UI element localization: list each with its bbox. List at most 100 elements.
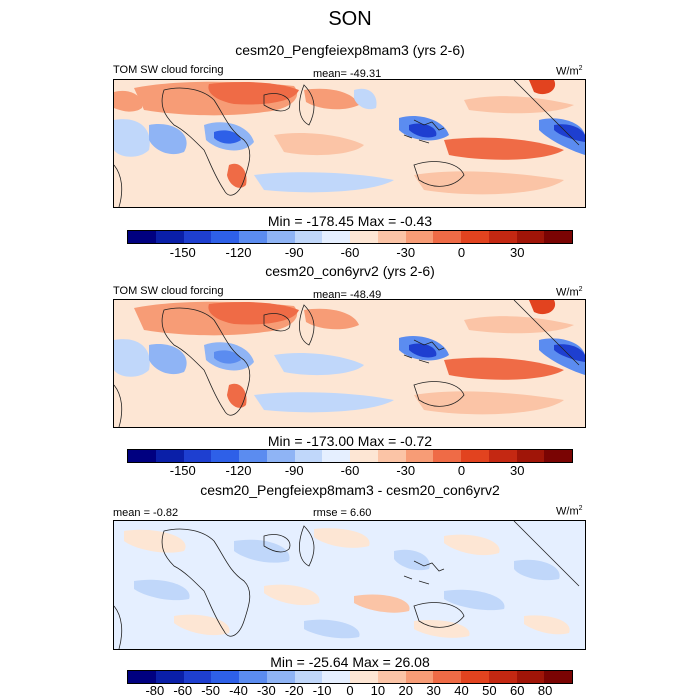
- panel3-rmse-label: rmse = 6.60: [313, 507, 372, 519]
- colorbar-box: [433, 450, 461, 462]
- panel3-mean-label: mean = -0.82: [113, 507, 179, 519]
- colorbar-box: [377, 231, 406, 243]
- colorbar-box: [294, 671, 323, 683]
- colorbar-box: [266, 671, 295, 683]
- panel1-map: [113, 79, 586, 208]
- colorbar-tick-label: -60: [173, 683, 193, 698]
- colorbar-box: [488, 671, 517, 683]
- colorbar-box: [322, 671, 350, 683]
- colorbar-box: [266, 231, 295, 243]
- panel3-colorbar-ticks: -80 -60 -50 -40 -30 -20 -10 0 10 20 30 40 50 60 80: [127, 683, 573, 699]
- colorbar-box: [294, 450, 323, 462]
- colorbar-box: [155, 231, 184, 243]
- colorbar-box: [183, 671, 212, 683]
- panel2-map: [113, 299, 586, 428]
- colorbar-tick-label: 0: [457, 463, 466, 478]
- colorbar-tick-label: -150: [169, 245, 196, 260]
- colorbar-box: [128, 450, 156, 462]
- colorbar-box: [544, 450, 572, 462]
- colorbar-box: [488, 450, 517, 462]
- colorbar-box: [405, 450, 434, 462]
- panel1-colorbar: [127, 230, 573, 244]
- colorbar-box: [294, 231, 323, 243]
- colorbar-tick-label: 30: [510, 245, 525, 260]
- colorbar-tick-label: -30: [396, 463, 416, 478]
- colorbar-tick-label: 60: [510, 683, 525, 698]
- colorbar-box: [544, 671, 572, 683]
- colorbar-tick-label: -120: [225, 463, 252, 478]
- colorbar-tick-label: -30: [256, 683, 276, 698]
- panel2-minmax: Min = -173.00 Max = -0.72: [267, 433, 433, 449]
- panel3-title: cesm20_Pengfeiexp8mam3 - cesm20_con6yrv2: [200, 482, 500, 498]
- colorbar-box: [516, 671, 545, 683]
- colorbar-tick-label: -80: [145, 683, 165, 698]
- colorbar-box: [350, 231, 378, 243]
- colorbar-box: [461, 671, 489, 683]
- colorbar-box: [433, 671, 461, 683]
- colorbar-tick-label: -90: [284, 245, 304, 260]
- colorbar-box: [155, 671, 184, 683]
- colorbar-tick-label: 30: [426, 683, 441, 698]
- colorbar-box: [350, 671, 378, 683]
- colorbar-tick-label: -120: [225, 245, 252, 260]
- panel3-colorbar: [127, 670, 573, 684]
- colorbar-tick-label: -60: [340, 245, 360, 260]
- colorbar-box: [266, 450, 295, 462]
- colorbar-tick-label: -10: [312, 683, 332, 698]
- colorbar-box: [516, 450, 545, 462]
- colorbar-box: [433, 231, 461, 243]
- colorbar-box: [211, 450, 239, 462]
- colorbar-tick-label: -50: [201, 683, 221, 698]
- panel3-minmax: Min = -25.64 Max = 26.08: [270, 654, 430, 670]
- colorbar-tick-label: 10: [370, 683, 386, 698]
- colorbar-tick-label: 30: [510, 463, 525, 478]
- colorbar-tick-label: 40: [454, 683, 469, 698]
- colorbar-box: [488, 231, 517, 243]
- colorbar-box: [377, 450, 406, 462]
- colorbar-box: [350, 450, 378, 462]
- panel1-map-field: [114, 80, 585, 207]
- panel2-map-field: [114, 300, 585, 427]
- colorbar-box: [461, 450, 489, 462]
- panel2-colorbar-ticks: -150 -120 -90 -60 -30 0 30: [127, 463, 573, 479]
- colorbar-tick-label: -90: [284, 463, 304, 478]
- colorbar-box: [128, 671, 156, 683]
- colorbar-box: [516, 231, 545, 243]
- colorbar-box: [155, 450, 184, 462]
- colorbar-tick-label: 0: [346, 683, 354, 698]
- colorbar-box: [377, 671, 406, 683]
- colorbar-tick-label: -150: [169, 463, 196, 478]
- panel2-colorbar: [127, 449, 573, 463]
- colorbar-tick-label: 0: [457, 245, 466, 260]
- panel1-variable-label: TOM SW cloud forcing: [113, 64, 224, 76]
- colorbar-box: [183, 450, 212, 462]
- panel1-units-label: W/m2: [556, 65, 583, 78]
- colorbar-box: [322, 231, 350, 243]
- panel1-mean-label: mean= -49.31: [313, 68, 382, 80]
- panel2-variable-label: TOM SW cloud forcing: [113, 285, 224, 297]
- colorbar-box: [183, 231, 212, 243]
- colorbar-tick-label: 80: [537, 683, 553, 698]
- panel1-minmax: Min = -178.45 Max = -0.43: [267, 213, 433, 229]
- panel3-units-label: W/m2: [556, 505, 583, 518]
- colorbar-tick-label: 20: [398, 683, 413, 698]
- colorbar-box: [405, 231, 434, 243]
- colorbar-box: [239, 671, 267, 683]
- colorbar-box: [405, 671, 434, 683]
- panel3-map: [113, 520, 586, 650]
- colorbar-tick-label: -30: [396, 245, 416, 260]
- colorbar-box: [211, 671, 239, 683]
- panel3-map-field: [114, 521, 585, 649]
- colorbar-tick-label: 50: [482, 683, 497, 698]
- panel2-title: cesm20_con6yrv2 (yrs 2-6): [265, 263, 435, 279]
- colorbar-tick-label: -60: [340, 463, 360, 478]
- colorbar-box: [211, 231, 239, 243]
- panel2-units-label: W/m2: [556, 286, 583, 299]
- colorbar-box: [461, 231, 489, 243]
- colorbar-box: [322, 450, 350, 462]
- panel1-colorbar-ticks: -150 -120 -90 -60 -30 0 30: [127, 245, 573, 261]
- colorbar-tick-label: -40: [229, 683, 248, 698]
- colorbar-box: [544, 231, 572, 243]
- colorbar-tick-label: -20: [284, 683, 304, 698]
- colorbar-box: [128, 231, 156, 243]
